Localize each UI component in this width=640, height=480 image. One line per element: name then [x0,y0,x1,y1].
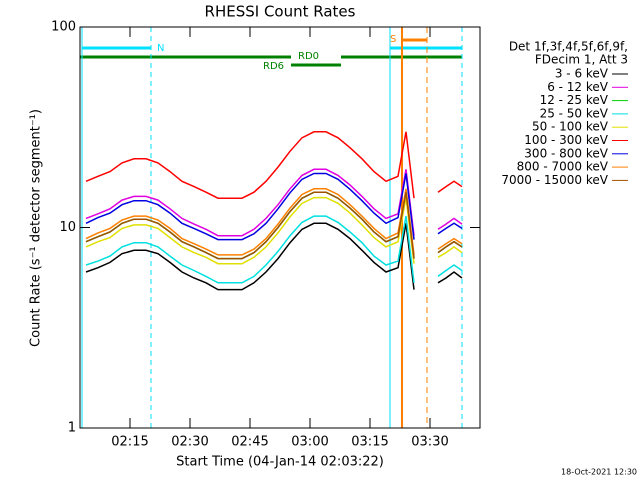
y-tick-label: 100 [51,20,76,35]
legend-header: FDecim 1, Att 3 [535,53,628,67]
series-line [85,222,463,291]
y-tick-label: 1 [68,421,76,436]
legend-header: Det 1f,3f,4f,5f,6f,9f, [509,40,628,54]
series-line [85,131,463,199]
series-line [85,188,463,256]
series-line [85,191,463,260]
flag-label: S [390,34,396,45]
legend-label: 25 - 50 keV [540,106,609,120]
x-tick-label: 02:45 [231,435,268,450]
legend-label: 800 - 7000 keV [517,160,609,174]
flag-label: RD6 [263,61,284,72]
legend-label: 50 - 100 keV [532,120,609,134]
series-line [85,168,463,237]
flag-label: N [157,43,164,54]
legend-label: 100 - 300 keV [524,133,608,147]
series-line [85,196,463,265]
x-axis-label: Start Time (04-Jan-14 02:03:22) [176,455,384,470]
legend-label: 7000 - 15000 keV [501,173,608,187]
legend-label: 300 - 800 keV [524,146,608,160]
y-tick-label: 10 [59,220,76,235]
legend-label: 12 - 25 keV [540,93,609,107]
footer: 18-Oct-2021 12:30 [561,468,637,477]
legend-label: 3 - 6 keV [555,67,609,81]
y-axis-label: Count Rate (s⁻¹ detector segment⁻¹) [29,109,44,347]
x-tick-label: 03:30 [411,435,448,450]
x-tick-label: 03:15 [351,435,388,450]
legend-label: 6 - 12 keV [547,80,609,94]
flag-label: RD0 [298,51,319,62]
x-tick-label: 03:00 [291,435,328,450]
series-line [85,215,463,284]
x-tick-label: 02:30 [171,435,208,450]
series-line [85,172,463,241]
x-tick-label: 02:15 [111,435,148,450]
chart-title: RHESSI Count Rates [205,3,356,21]
plot-frame [79,26,481,429]
